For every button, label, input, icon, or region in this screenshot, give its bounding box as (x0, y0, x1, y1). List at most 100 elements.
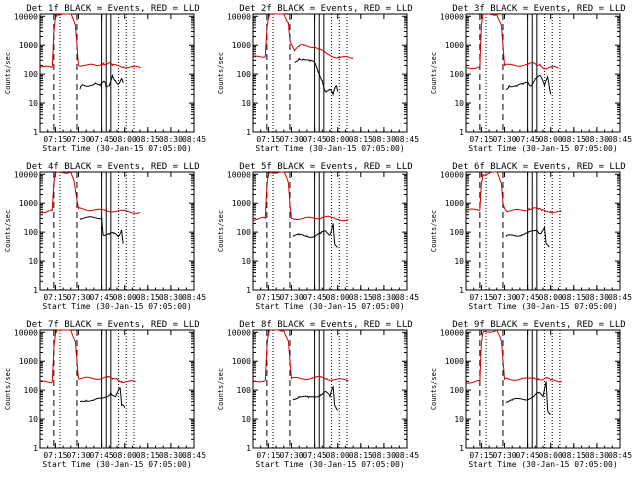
y-tick-label: 10 (454, 257, 464, 266)
x-axis-label: Start Time (30-Jan-15 07:05:00) (468, 144, 617, 153)
x-tick-label: 07:45 (516, 451, 540, 460)
x-tick-label: 08:45 (608, 451, 632, 460)
x-tick-label: 08:00 (539, 135, 563, 144)
x-tick-label: 07:30 (492, 451, 516, 460)
x-tick-label: 08:00 (113, 135, 137, 144)
x-tick-label: 08:00 (326, 135, 350, 144)
x-tick-label: 07:15 (469, 451, 493, 460)
chart-title: Det 8f BLACK = Events, RED = LLD (239, 320, 412, 330)
x-tick-label: 07:45 (303, 451, 327, 460)
plot-frame (39, 329, 195, 449)
x-tick-label: 08:30 (585, 293, 609, 302)
y-tick-label: 10000 (440, 328, 464, 337)
x-axis-label: Start Time (30-Jan-15 07:05:00) (255, 144, 404, 153)
y-tick-label: 10 (454, 99, 464, 108)
x-tick-label: 08:15 (349, 451, 373, 460)
y-tick-label: 100 (450, 386, 465, 395)
plot-frame (39, 171, 195, 291)
x-tick-label: 07:30 (66, 293, 90, 302)
y-tick-label: 1 (246, 128, 251, 137)
y-tick-label: 1 (33, 444, 38, 453)
y-axis-label: Counts/sec (217, 368, 225, 410)
chart-title: Det 6f BLACK = Events, RED = LLD (452, 162, 625, 172)
chart-title: Det 9f BLACK = Events, RED = LLD (452, 320, 625, 330)
y-axis-label: Counts/sec (217, 210, 225, 252)
chart-panel-4: Det 4f BLACK = Events, RED = LLD 1 10 100 10… (4, 162, 206, 311)
y-tick-label: 100 (24, 386, 39, 395)
y-axis-label: Counts/sec (430, 52, 438, 94)
y-tick-label: 100 (237, 70, 252, 79)
y-tick-label: 10 (241, 99, 251, 108)
x-tick-label: 08:30 (159, 451, 183, 460)
x-axis-label: Start Time (30-Jan-15 07:05:00) (255, 460, 404, 469)
x-tick-label: 08:15 (562, 293, 586, 302)
y-tick-label: 100 (450, 70, 465, 79)
y-tick-label: 1000 (19, 357, 38, 366)
y-tick-label: 100 (237, 386, 252, 395)
x-tick-label: 07:45 (516, 293, 540, 302)
x-tick-label: 07:30 (279, 451, 303, 460)
x-tick-label: 08:30 (585, 135, 609, 144)
x-axis-label: Start Time (30-Jan-15 07:05:00) (42, 460, 191, 469)
y-tick-label: 100 (24, 70, 39, 79)
x-tick-label: 08:30 (159, 135, 183, 144)
chart-panel-5: Det 5f BLACK = Events, RED = LLD 1 10 100 10… (217, 162, 419, 311)
y-axis-label: Counts/sec (4, 52, 12, 94)
y-tick-label: 10000 (227, 12, 251, 21)
y-tick-label: 1000 (19, 41, 38, 50)
y-axis-label: Counts/sec (4, 210, 12, 252)
x-axis-label: Start Time (30-Jan-15 07:05:00) (255, 302, 404, 311)
x-tick-label: 08:00 (539, 293, 563, 302)
x-tick-label: 07:45 (303, 293, 327, 302)
y-tick-label: 100 (450, 228, 465, 237)
x-tick-label: 07:30 (492, 293, 516, 302)
y-tick-label: 10000 (227, 170, 251, 179)
plot-frame (465, 13, 621, 133)
x-tick-label: 07:30 (279, 135, 303, 144)
x-tick-label: 07:15 (43, 135, 67, 144)
series-line-events (79, 387, 126, 408)
x-tick-label: 08:45 (182, 293, 206, 302)
y-tick-label: 1 (246, 286, 251, 295)
series-line-lld (465, 171, 562, 214)
y-tick-label: 10 (454, 415, 464, 424)
x-tick-label: 08:45 (608, 135, 632, 144)
x-tick-label: 07:45 (90, 293, 114, 302)
x-tick-label: 07:45 (303, 135, 327, 144)
x-tick-label: 08:00 (539, 451, 563, 460)
series-line-lld (39, 12, 141, 69)
chart-title: Det 1f BLACK = Events, RED = LLD (26, 4, 199, 14)
y-tick-label: 10000 (440, 12, 464, 21)
y-tick-label: 1000 (232, 199, 251, 208)
y-tick-label: 10 (28, 99, 38, 108)
plot-frame (39, 13, 195, 133)
x-tick-label: 08:30 (159, 293, 183, 302)
x-tick-label: 08:30 (585, 451, 609, 460)
x-tick-label: 08:00 (113, 293, 137, 302)
chart-title: Det 4f BLACK = Events, RED = LLD (26, 162, 199, 172)
plot-frame (465, 329, 621, 449)
series-line-events (505, 226, 550, 248)
y-tick-label: 1000 (445, 41, 464, 50)
x-tick-label: 07:45 (90, 451, 114, 460)
x-axis-label: Start Time (30-Jan-15 07:05:00) (468, 302, 617, 311)
y-tick-label: 10000 (440, 170, 464, 179)
x-tick-label: 08:15 (349, 293, 373, 302)
chart-title: Det 2f BLACK = Events, RED = LLD (239, 4, 412, 14)
x-tick-label: 07:30 (66, 135, 90, 144)
x-tick-label: 07:15 (43, 451, 67, 460)
x-tick-label: 08:15 (562, 451, 586, 460)
chart-panel-6: Det 6f BLACK = Events, RED = LLD 1 10 100 10… (430, 162, 632, 311)
y-tick-label: 10 (241, 257, 251, 266)
series-line-lld (465, 329, 562, 384)
series-line-events (505, 381, 551, 415)
y-tick-label: 1 (33, 286, 38, 295)
series-line-lld (465, 12, 559, 70)
plot-frame (252, 329, 408, 449)
y-tick-label: 10 (28, 415, 38, 424)
y-tick-label: 100 (237, 228, 252, 237)
x-tick-label: 07:15 (256, 135, 280, 144)
x-tick-label: 08:15 (136, 135, 160, 144)
chart-panel-3: Det 3f BLACK = Events, RED = LLD 1 10 100 10… (430, 4, 632, 153)
